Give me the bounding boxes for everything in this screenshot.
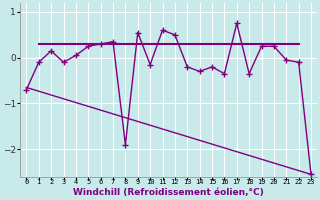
X-axis label: Windchill (Refroidissement éolien,°C): Windchill (Refroidissement éolien,°C) <box>73 188 264 197</box>
